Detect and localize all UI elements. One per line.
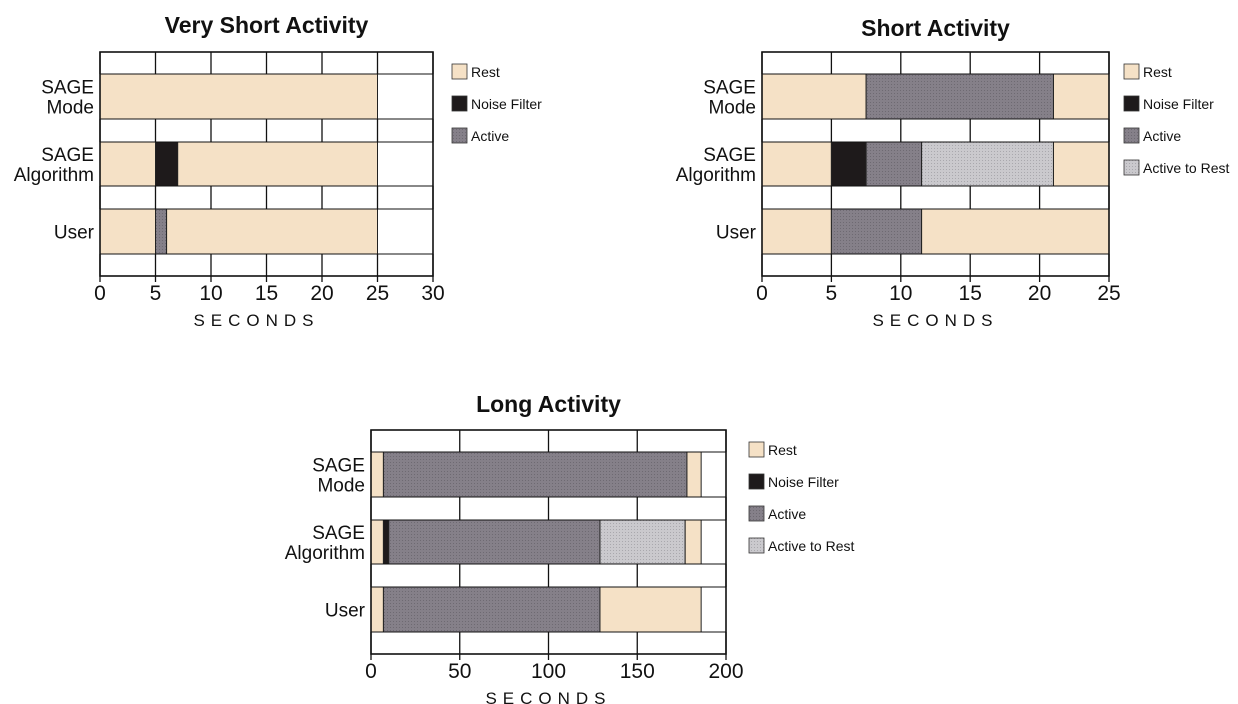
- legend-swatch-rest: [451, 63, 468, 80]
- legend-label: Noise Filter: [471, 96, 542, 112]
- tick-label: 50: [448, 660, 471, 683]
- category-label: SAGE: [703, 78, 756, 99]
- bar-segment-noise: [830, 141, 867, 187]
- bar-segment-rest: [599, 586, 702, 633]
- legend: Rest Noise Filter Active Active to Rest: [1123, 63, 1229, 176]
- bar-segment-rest: [370, 451, 384, 498]
- tick-label: 10: [889, 282, 912, 305]
- tick-label: 20: [1028, 282, 1051, 305]
- category-label: SAGE: [41, 78, 94, 99]
- legend-swatch-noise: [451, 95, 468, 112]
- bar-segment-rest: [166, 208, 378, 255]
- category-label: Algorithm: [285, 543, 365, 564]
- category-label: Mode: [46, 98, 94, 119]
- bar-segment-rest: [370, 586, 384, 633]
- legend-label: Active to Rest: [768, 538, 854, 554]
- bar-segment-rest: [99, 141, 156, 187]
- category-label: Algorithm: [14, 165, 94, 186]
- legend-swatch-a2r: [1123, 159, 1140, 176]
- category-label: SAGE: [41, 145, 94, 166]
- plot-frame: [761, 51, 1110, 277]
- legend: Rest Noise Filter Active Active to Rest: [748, 441, 854, 554]
- bar-segment-active: [388, 519, 601, 565]
- tick-label: 100: [531, 660, 566, 683]
- bar-segment-rest: [370, 519, 384, 565]
- bar-segment-active: [865, 73, 1054, 120]
- x-axis-label: SECONDS: [872, 311, 998, 330]
- bar-segment-rest: [1052, 141, 1110, 187]
- chart-title: Long Activity: [476, 391, 621, 417]
- chart-1: Very Short ActivitySAGEModeSAGEAlgorithm…: [14, 12, 542, 330]
- x-axis-label: SECONDS: [485, 689, 611, 704]
- bar-segment-active: [382, 451, 688, 498]
- category-label: Mode: [708, 98, 756, 119]
- category-label: SAGE: [703, 145, 756, 166]
- bar-segment-active: [865, 141, 923, 187]
- tick-label: 15: [959, 282, 982, 305]
- bar-segment-active: [830, 208, 923, 255]
- legend-swatch-noise: [748, 473, 765, 490]
- tick-label: 0: [94, 282, 106, 305]
- tick-label: 15: [255, 282, 278, 305]
- bar-segment-a2r: [921, 141, 1054, 187]
- bar-segment-noise: [382, 519, 390, 565]
- legend-swatch-rest: [748, 441, 765, 458]
- bar-segment-rest: [99, 73, 378, 120]
- bar-segment-noise: [155, 141, 179, 187]
- legend: Rest Noise Filter Active: [451, 63, 542, 144]
- tick-label: 30: [421, 282, 444, 305]
- legend-label: Rest: [768, 442, 797, 458]
- tick-label: 200: [708, 660, 743, 683]
- bar-segment-active: [382, 586, 601, 633]
- legend-label: Rest: [1143, 64, 1172, 80]
- chart-title: Very Short Activity: [165, 12, 369, 38]
- legend-label: Rest: [471, 64, 500, 80]
- category-label: SAGE: [312, 523, 365, 544]
- x-axis-label: SECONDS: [193, 311, 319, 330]
- legend-swatch-active: [748, 505, 765, 522]
- legend-swatch-active: [1123, 127, 1140, 144]
- bar-segment-rest: [761, 208, 832, 255]
- legend-label: Noise Filter: [768, 474, 839, 490]
- tick-label: 20: [310, 282, 333, 305]
- legend-label: Active: [768, 506, 806, 522]
- tick-label: 25: [1097, 282, 1120, 305]
- tick-label: 150: [620, 660, 655, 683]
- bar-segment-rest: [684, 519, 702, 565]
- category-label: Algorithm: [676, 165, 756, 186]
- category-label: Mode: [317, 476, 365, 497]
- tick-label: 25: [366, 282, 389, 305]
- chart-title: Short Activity: [861, 15, 1010, 41]
- category-label: User: [325, 601, 366, 622]
- tick-label: 0: [365, 660, 377, 683]
- category-label: SAGE: [312, 456, 365, 477]
- tick-label: 5: [826, 282, 838, 305]
- bar-segment-active: [155, 208, 168, 255]
- legend-label: Noise Filter: [1143, 96, 1214, 112]
- bar-segment-rest: [99, 208, 156, 255]
- charts-layer: Very Short ActivitySAGEModeSAGEAlgorithm…: [14, 12, 1230, 704]
- category-label: User: [716, 223, 757, 244]
- legend-swatch-a2r: [748, 537, 765, 554]
- bar-segment-rest: [761, 73, 867, 120]
- tick-label: 5: [150, 282, 162, 305]
- legend-label: Active: [1143, 128, 1181, 144]
- bar-segment-rest: [761, 141, 832, 187]
- legend-swatch-active: [451, 127, 468, 144]
- chart-2: Short ActivitySAGEModeSAGEAlgorithmUser0…: [676, 15, 1230, 330]
- bar-segment-rest: [921, 208, 1110, 255]
- bar-segment-rest: [177, 141, 378, 187]
- legend-label: Active to Rest: [1143, 160, 1229, 176]
- legend-swatch-noise: [1123, 95, 1140, 112]
- category-label: User: [54, 223, 95, 244]
- bar-segment-a2r: [599, 519, 686, 565]
- legend-swatch-rest: [1123, 63, 1140, 80]
- bar-segment-rest: [686, 451, 702, 498]
- bar-segment-rest: [1052, 73, 1110, 120]
- legend-label: Active: [471, 128, 509, 144]
- tick-label: 10: [199, 282, 222, 305]
- tick-label: 0: [756, 282, 768, 305]
